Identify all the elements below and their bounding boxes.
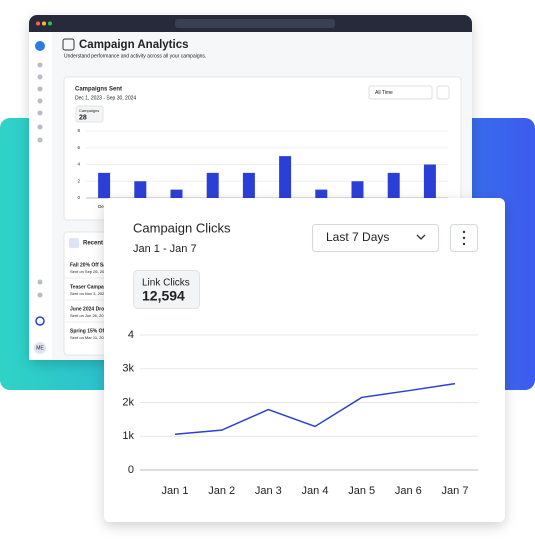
y-tick-label: 8 xyxy=(77,128,80,133)
stat-box xyxy=(133,270,200,309)
y-tick-label: 2 xyxy=(77,178,80,183)
page-subtitle: Understand performance and activity acro… xyxy=(64,53,206,59)
card xyxy=(104,198,505,522)
progress-icon xyxy=(35,316,45,326)
dropdown[interactable] xyxy=(312,224,439,252)
avatar-text: ME xyxy=(36,345,44,351)
y-tick-label: 2k xyxy=(122,396,134,408)
x-tick-label: Jan 6 xyxy=(395,485,422,497)
card-subtitle: Dec 1, 2023 - Sep 30, 2024 xyxy=(75,95,136,101)
window-dot xyxy=(48,21,52,26)
bar xyxy=(423,164,436,198)
card-title: Campaigns Sent xyxy=(75,87,122,93)
y-tick-label: 0 xyxy=(128,464,134,476)
y-tick-label: 4 xyxy=(128,329,134,341)
x-tick-label: Jan 3 xyxy=(255,485,282,497)
stat-box xyxy=(75,105,104,123)
dropdown[interactable] xyxy=(368,85,433,100)
stat-label: Link Clicks xyxy=(142,278,190,289)
window-dot xyxy=(42,21,46,26)
y-tick-label: 0 xyxy=(77,195,80,200)
item-sent: Sent on Jun 26, 20 xyxy=(70,313,104,318)
card-subtitle: Jan 1 - Jan 7 xyxy=(133,243,197,255)
item-name: Spring 15% Off xyxy=(70,328,106,334)
bar xyxy=(206,172,219,198)
url-bar[interactable] xyxy=(175,19,335,28)
bar xyxy=(242,172,255,198)
nav-icons xyxy=(37,62,43,298)
item-sent: Sent on Mar 11, 2024 xyxy=(70,335,109,340)
bar xyxy=(279,156,292,198)
item-sent: Sent on Sep 26, 20 xyxy=(70,269,105,274)
clicks-card: Campaign Clicks Jan 1 - Jan 7 Last 7 Day… xyxy=(104,198,505,522)
line-chart: 0 1k 2k 3k 4 Jan 1 Jan 2 Jan 3 Jan 4 Jan 5 Jan 6 Ja… xyxy=(122,329,478,497)
sidebar xyxy=(29,32,52,360)
chevron xyxy=(416,234,426,240)
item-sent: Sent on Nov 3, 2023 xyxy=(70,291,107,296)
x-tick-label: Jan 1 xyxy=(162,485,189,497)
y-tick-label: 6 xyxy=(77,145,80,150)
logo xyxy=(35,41,45,51)
page-title: Campaign Analytics xyxy=(79,39,189,51)
bar-chart: 0 2 4 6 8 Dec xyxy=(77,128,448,209)
page-icon xyxy=(62,38,75,51)
stat-label: Campaigns xyxy=(79,108,99,113)
avatar[interactable] xyxy=(34,342,46,354)
card-title: Campaign Clicks xyxy=(133,220,231,235)
bar xyxy=(351,181,364,198)
bar xyxy=(170,189,183,198)
stat-value: 12,594 xyxy=(142,288,185,304)
dropdown-text: All Time xyxy=(375,90,393,96)
x-tick-label: Jan 2 xyxy=(208,485,235,497)
x-tick-label: Jan 5 xyxy=(348,485,375,497)
item-name: Fall 20% Off Sal xyxy=(70,262,108,268)
kebab-icon xyxy=(462,230,466,246)
stat-value: 28 xyxy=(79,114,87,121)
bar xyxy=(315,189,328,198)
bar xyxy=(387,172,400,198)
item-name: June 2024 Drop xyxy=(70,306,107,312)
dropdown-text: Last 7 Days xyxy=(326,230,389,244)
x-tick-label: Dec xyxy=(98,204,107,209)
window-dot xyxy=(36,21,40,26)
y-tick-label: 1k xyxy=(122,430,134,442)
item-name: Teaser Campai xyxy=(70,284,106,290)
recent-title: Recent C xyxy=(83,241,110,247)
x-tick-label: Jan 7 xyxy=(442,485,469,497)
y-tick-label: 3k xyxy=(122,363,134,375)
x-tick-label: Jan 4 xyxy=(302,485,329,497)
y-tick-label: 4 xyxy=(77,162,80,167)
bar xyxy=(98,172,111,198)
line xyxy=(174,382,456,435)
menu-button[interactable] xyxy=(436,85,450,100)
bar xyxy=(134,181,147,198)
recent-icon xyxy=(69,238,79,248)
